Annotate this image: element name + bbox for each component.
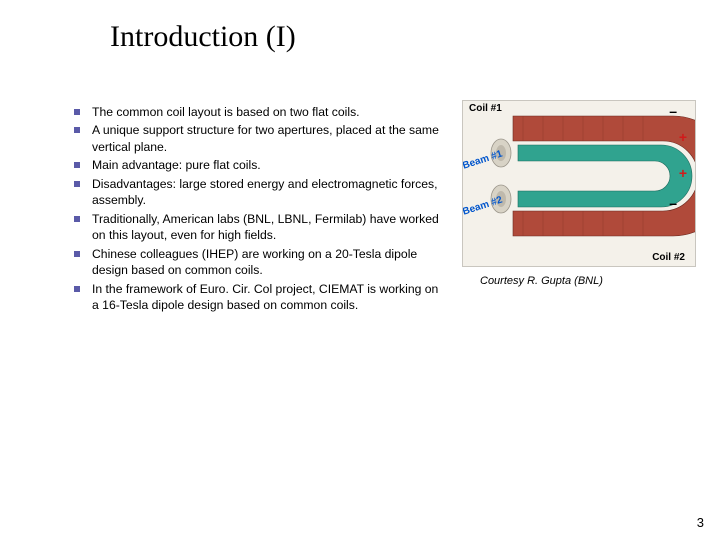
figure-caption: Courtesy R. Gupta (BNL) xyxy=(480,275,603,287)
bullet-icon xyxy=(74,109,80,115)
bullet-icon xyxy=(74,216,80,222)
list-item: Chinese colleagues (IHEP) are working on… xyxy=(70,246,448,279)
bullet-icon xyxy=(74,127,80,133)
list-item: The common coil layout is based on two f… xyxy=(70,104,448,120)
minus-bottom: – xyxy=(669,195,677,211)
list-item: Main advantage: pure flat coils. xyxy=(70,157,448,173)
bullet-text: The common coil layout is based on two f… xyxy=(92,105,360,119)
coil-diagram-svg xyxy=(463,101,695,266)
bullet-icon xyxy=(74,181,80,187)
bullet-text: A unique support structure for two apert… xyxy=(92,123,439,153)
bullet-text: Traditionally, American labs (BNL, LBNL,… xyxy=(92,212,439,242)
slide: Introduction (I) The common coil layout … xyxy=(0,0,720,540)
list-item: Traditionally, American labs (BNL, LBNL,… xyxy=(70,211,448,244)
plus-upper: + xyxy=(679,129,687,145)
bullet-text: Disadvantages: large stored energy and e… xyxy=(92,177,438,207)
bullet-text: Chinese colleagues (IHEP) are working on… xyxy=(92,247,417,277)
list-item: A unique support structure for two apert… xyxy=(70,122,448,155)
body-text-area: The common coil layout is based on two f… xyxy=(70,104,448,316)
bullet-icon xyxy=(74,286,80,292)
bullet-text: Main advantage: pure flat coils. xyxy=(92,158,261,172)
bullet-list: The common coil layout is based on two f… xyxy=(70,104,448,314)
list-item: In the framework of Euro. Cir. Col proje… xyxy=(70,281,448,314)
page-number: 3 xyxy=(697,515,704,530)
bullet-icon xyxy=(74,251,80,257)
minus-top: – xyxy=(669,103,677,119)
plus-lower: + xyxy=(679,165,687,181)
coil2-label: Coil #2 xyxy=(652,252,685,263)
bullet-icon xyxy=(74,162,80,168)
list-item: Disadvantages: large stored energy and e… xyxy=(70,176,448,209)
coil1-label: Coil #1 xyxy=(469,103,502,114)
slide-title: Introduction (I) xyxy=(110,20,296,54)
coil-diagram: Coil #1 Coil #2 Beam #1 Beam #2 – + + – xyxy=(462,100,696,267)
bullet-text: In the framework of Euro. Cir. Col proje… xyxy=(92,282,438,312)
